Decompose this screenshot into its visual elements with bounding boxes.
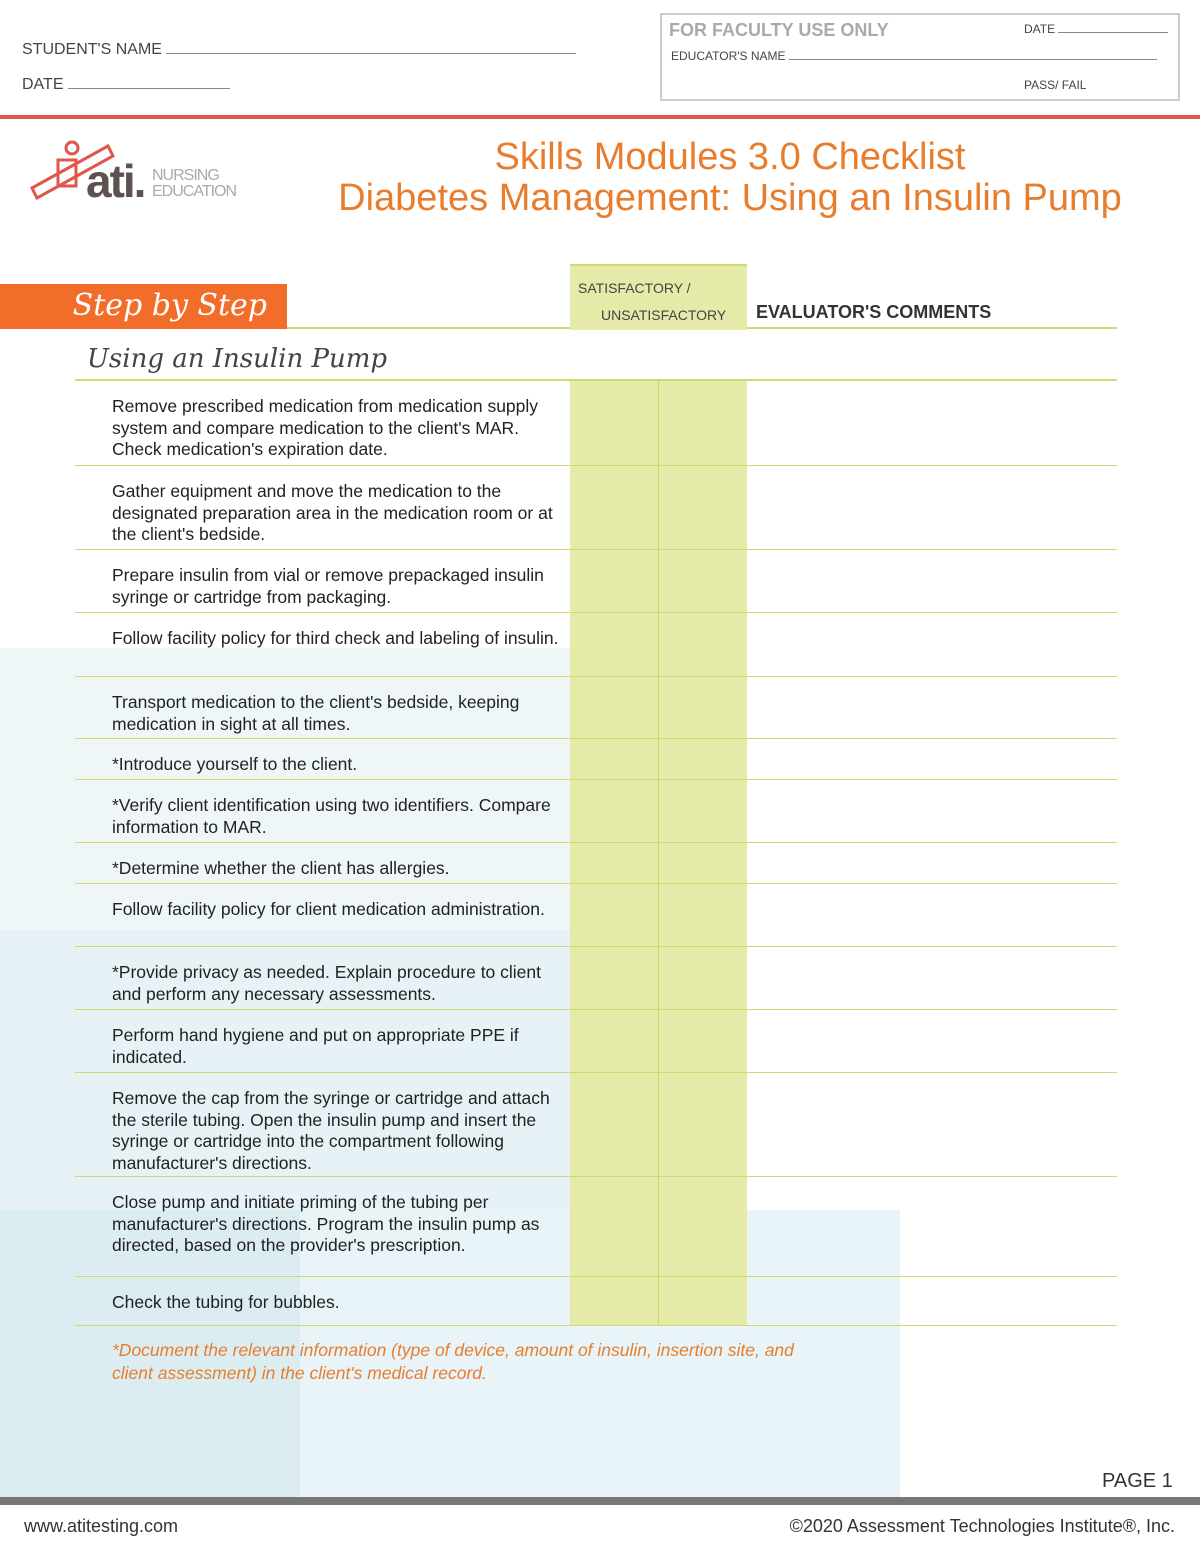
evaluator-comment-cell[interactable] <box>748 843 1116 883</box>
evaluator-comment-cell[interactable] <box>748 1073 1116 1176</box>
evaluator-comment-cell[interactable] <box>748 1177 1116 1276</box>
sat-header: SATISFACTORY / UNSATISFACTORY <box>570 264 747 330</box>
footer-bar <box>0 1497 1200 1505</box>
footer-copyright: ©2020 Assessment Technologies Institute®… <box>789 1516 1175 1536</box>
step-text: Close pump and initiate priming of the t… <box>112 1192 540 1255</box>
evaluator-comment-cell[interactable] <box>748 780 1116 842</box>
evaluator-comment-cell[interactable] <box>748 466 1116 549</box>
header-rule <box>0 115 1200 119</box>
row-divider <box>75 842 1117 843</box>
ati-logo: ati. NURSING EDUCATION <box>28 138 258 208</box>
row-divider <box>75 612 1117 613</box>
title-line2: Diabetes Management: Using an Insulin Pu… <box>338 177 1122 219</box>
step-text: Follow facility policy for client medica… <box>112 899 545 919</box>
page-number: PAGE 1 <box>1102 1470 1173 1492</box>
step-text: Check the tubing for bubbles. <box>112 1292 340 1312</box>
logo-brand: ati. <box>86 155 146 207</box>
step-text: Prepare insulin from vial or remove prep… <box>112 565 544 607</box>
row-divider <box>75 779 1117 780</box>
row-divider <box>75 1176 1117 1177</box>
faculty-date-field[interactable]: DATE <box>1024 22 1169 36</box>
date-field[interactable]: DATE <box>22 76 230 94</box>
row-divider <box>75 883 1117 884</box>
section-divider <box>75 379 1117 381</box>
educator-name-field[interactable]: EDUCATOR'S NAME <box>671 49 1157 63</box>
evaluator-comment-cell[interactable] <box>748 677 1116 738</box>
step-text: Follow facility policy for third check a… <box>112 628 559 648</box>
evaluator-comment-cell[interactable] <box>748 739 1116 779</box>
row-divider <box>75 946 1117 947</box>
title-line1: Skills Modules 3.0 Checklist <box>494 136 966 178</box>
evaluator-comment-cell[interactable] <box>748 550 1116 612</box>
step-text: Remove the cap from the syringe or cartr… <box>112 1088 550 1173</box>
step-text: *Introduce yourself to the client. <box>112 754 358 774</box>
row-divider <box>75 465 1117 466</box>
date-label: DATE <box>22 76 64 93</box>
logo-mark-icon <box>30 140 115 201</box>
evaluator-comment-cell[interactable] <box>748 613 1116 676</box>
faculty-box: FOR FACULTY USE ONLY DATE EDUCATOR'S NAM… <box>660 13 1180 101</box>
background-block <box>0 1210 300 1500</box>
footer-url[interactable]: www.atitesting.com <box>24 1516 179 1536</box>
step-text: *Determine whether the client has allerg… <box>112 858 450 878</box>
row-divider <box>75 1072 1117 1073</box>
student-name-label: STUDENT'S NAME <box>22 41 162 58</box>
logo-text: NURSING EDUCATION <box>152 167 237 200</box>
step-by-step-tab: Step by Step <box>0 284 287 329</box>
row-divider <box>75 549 1117 550</box>
row-divider <box>75 738 1117 739</box>
row-divider <box>75 1325 1117 1326</box>
documentation-note: *Document the relevant information (type… <box>112 1340 794 1383</box>
row-divider <box>75 1276 1117 1277</box>
step-text: Transport medication to the client's bed… <box>112 692 520 734</box>
student-name-field[interactable]: STUDENT'S NAME <box>22 41 577 59</box>
evaluator-comment-cell[interactable] <box>748 1277 1116 1325</box>
row-divider <box>75 1009 1117 1010</box>
evaluator-comment-cell[interactable] <box>748 1010 1116 1072</box>
step-text: Perform hand hygiene and put on appropri… <box>112 1025 519 1067</box>
evaluator-comment-cell[interactable] <box>748 884 1116 946</box>
step-text: *Verify client identification using two … <box>112 795 551 837</box>
evaluator-comment-cell[interactable] <box>748 947 1116 1009</box>
evaluator-comment-cell[interactable] <box>748 381 1116 465</box>
comments-header: EVALUATOR'S COMMENTS <box>756 302 992 322</box>
sat-column-divider <box>658 381 659 1325</box>
step-text: Gather equipment and move the medication… <box>112 481 553 544</box>
step-text: *Provide privacy as needed. Explain proc… <box>112 962 541 1004</box>
pass-fail-field[interactable]: PASS/ FAIL <box>1024 78 1087 92</box>
row-divider <box>75 676 1117 677</box>
faculty-title: FOR FACULTY USE ONLY <box>669 20 889 40</box>
section-title: Using an Insulin Pump <box>87 344 388 374</box>
step-text: Remove prescribed medication from medica… <box>112 396 539 459</box>
